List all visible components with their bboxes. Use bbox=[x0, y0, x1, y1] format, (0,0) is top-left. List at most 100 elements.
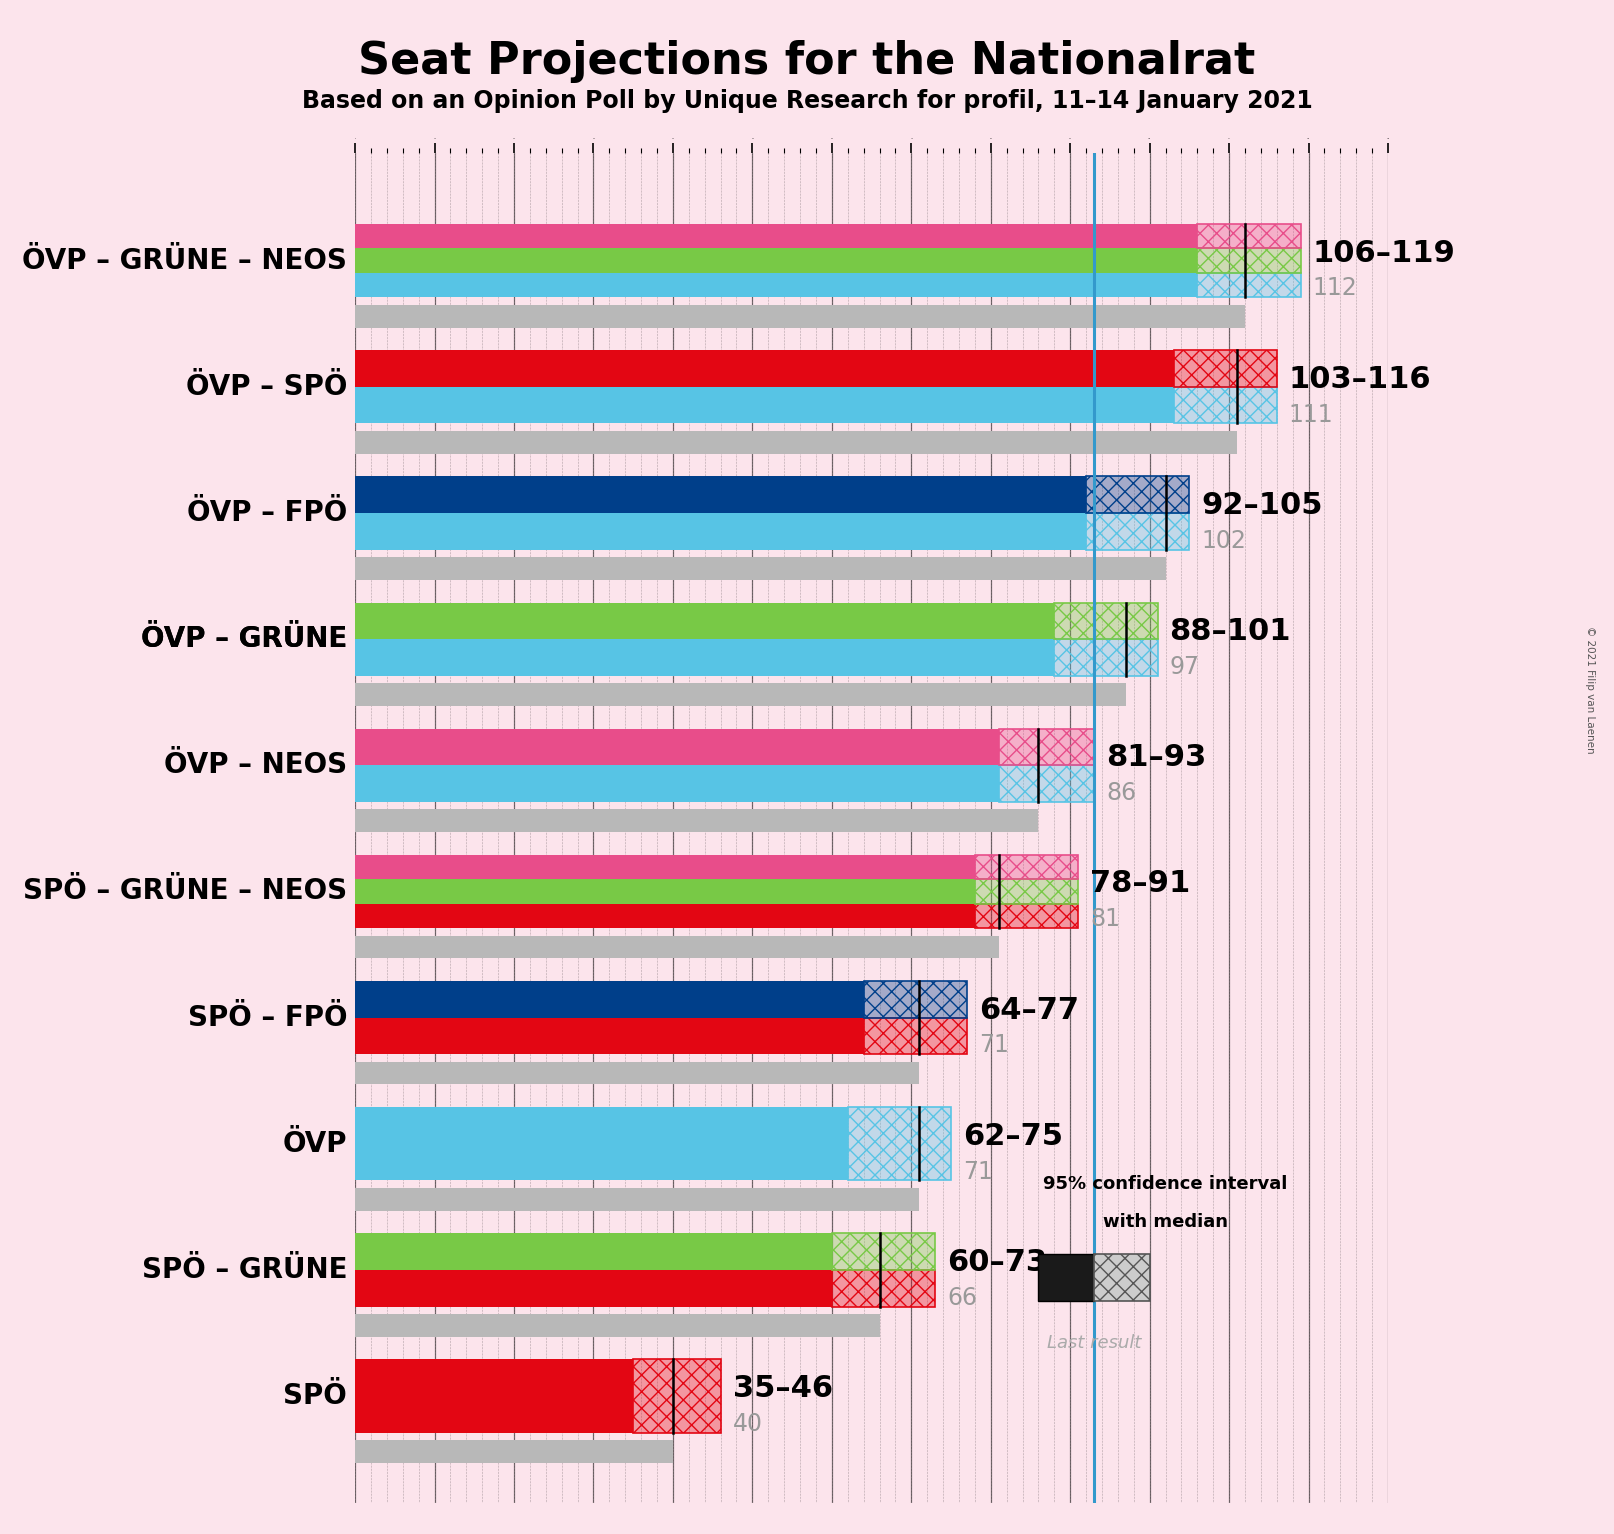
Bar bbox=[633, 1359, 720, 1433]
Text: 40: 40 bbox=[733, 1411, 762, 1436]
Bar bbox=[355, 936, 999, 959]
Bar bbox=[355, 305, 1244, 327]
Text: ÖVP – FPÖ: ÖVP – FPÖ bbox=[187, 499, 347, 528]
Bar bbox=[1198, 273, 1301, 298]
Bar bbox=[999, 765, 1094, 802]
Text: SPÖ – GRÜNE: SPÖ – GRÜNE bbox=[142, 1256, 347, 1284]
Bar bbox=[831, 1270, 935, 1307]
Text: SPÖ – FPÖ: SPÖ – FPÖ bbox=[187, 1003, 347, 1031]
Bar bbox=[1173, 350, 1277, 387]
Text: 111: 111 bbox=[1288, 402, 1333, 426]
Bar bbox=[1086, 512, 1190, 549]
Bar bbox=[355, 683, 1127, 706]
Bar bbox=[1086, 477, 1190, 512]
Bar bbox=[1198, 249, 1301, 273]
Bar bbox=[1086, 477, 1190, 512]
Bar bbox=[355, 1440, 673, 1463]
Bar bbox=[831, 1233, 935, 1270]
Text: ÖVP – GRÜNE: ÖVP – GRÜNE bbox=[140, 626, 347, 653]
Bar bbox=[863, 982, 967, 1017]
Text: ÖVP – NEOS: ÖVP – NEOS bbox=[165, 752, 347, 779]
Bar bbox=[355, 273, 1198, 298]
Text: 81–93: 81–93 bbox=[1106, 742, 1206, 772]
Text: ÖVP – SPÖ: ÖVP – SPÖ bbox=[186, 373, 347, 400]
Text: 103–116: 103–116 bbox=[1288, 365, 1432, 394]
Text: 81: 81 bbox=[1089, 907, 1120, 931]
Bar bbox=[975, 854, 1078, 879]
Text: 112: 112 bbox=[1312, 276, 1357, 301]
Bar bbox=[863, 982, 967, 1017]
Text: 92–105: 92–105 bbox=[1201, 491, 1323, 520]
Bar bbox=[355, 982, 863, 1017]
Text: 71: 71 bbox=[964, 1160, 993, 1184]
Bar bbox=[1173, 387, 1277, 423]
Bar bbox=[1054, 640, 1157, 675]
Bar bbox=[1054, 603, 1157, 640]
Bar bbox=[975, 879, 1078, 904]
Bar bbox=[1054, 640, 1157, 675]
Bar bbox=[1094, 1253, 1149, 1301]
Text: Last result: Last result bbox=[1047, 1335, 1141, 1351]
Text: 102: 102 bbox=[1201, 529, 1246, 552]
Bar bbox=[831, 1233, 935, 1270]
Text: ÖVP – GRÜNE: ÖVP – GRÜNE bbox=[140, 626, 347, 653]
Bar bbox=[355, 810, 1038, 831]
Text: 86: 86 bbox=[1106, 781, 1136, 805]
Bar bbox=[847, 1108, 951, 1180]
Bar bbox=[355, 431, 1236, 454]
Bar bbox=[355, 603, 1054, 640]
Text: Seat Projections for the Nationalrat: Seat Projections for the Nationalrat bbox=[358, 40, 1256, 83]
Bar bbox=[975, 904, 1078, 928]
Bar bbox=[355, 1233, 831, 1270]
Text: © 2021 Filip van Laenen: © 2021 Filip van Laenen bbox=[1585, 626, 1595, 755]
Bar bbox=[355, 904, 975, 928]
Bar bbox=[355, 350, 1173, 387]
Bar bbox=[1198, 249, 1301, 273]
Text: 78–91: 78–91 bbox=[1089, 870, 1190, 899]
Text: ÖVP: ÖVP bbox=[282, 1129, 347, 1158]
Bar bbox=[355, 1359, 633, 1433]
Text: with median: with median bbox=[1102, 1213, 1228, 1230]
Bar bbox=[355, 224, 1198, 249]
Bar bbox=[355, 557, 1165, 580]
Bar bbox=[1086, 512, 1190, 549]
Text: 95% confidence interval: 95% confidence interval bbox=[1043, 1175, 1288, 1193]
Bar bbox=[1198, 273, 1301, 298]
Bar bbox=[1038, 1253, 1094, 1301]
Bar bbox=[355, 1187, 920, 1210]
Bar bbox=[999, 765, 1094, 802]
Text: 64–77: 64–77 bbox=[978, 996, 1078, 1025]
Bar bbox=[355, 1270, 831, 1307]
Bar bbox=[355, 512, 1086, 549]
Bar bbox=[355, 387, 1173, 423]
Text: 88–101: 88–101 bbox=[1170, 617, 1291, 646]
Bar bbox=[1173, 387, 1277, 423]
Text: 60–73: 60–73 bbox=[947, 1247, 1047, 1276]
Bar bbox=[975, 904, 1078, 928]
Text: 62–75: 62–75 bbox=[964, 1121, 1064, 1150]
Bar bbox=[975, 879, 1078, 904]
Bar bbox=[975, 854, 1078, 879]
Bar bbox=[863, 1017, 967, 1054]
Bar bbox=[355, 477, 1086, 512]
Bar bbox=[1198, 224, 1301, 249]
Text: 97: 97 bbox=[1170, 655, 1199, 680]
Bar bbox=[633, 1359, 720, 1433]
Text: 71: 71 bbox=[978, 1034, 1009, 1057]
Bar bbox=[1173, 350, 1277, 387]
Bar bbox=[355, 1017, 863, 1054]
Bar bbox=[355, 765, 999, 802]
Bar bbox=[1054, 603, 1157, 640]
Bar bbox=[355, 1108, 847, 1180]
Bar bbox=[355, 1062, 920, 1085]
Bar bbox=[999, 729, 1094, 765]
Bar bbox=[847, 1108, 951, 1180]
Text: ÖVP – GRÜNE – NEOS: ÖVP – GRÜNE – NEOS bbox=[23, 247, 347, 275]
Text: 66: 66 bbox=[947, 1285, 976, 1310]
Bar bbox=[355, 854, 975, 879]
Text: SPÖ: SPÖ bbox=[284, 1382, 347, 1410]
Text: Based on an Opinion Poll by Unique Research for profil, 11–14 January 2021: Based on an Opinion Poll by Unique Resea… bbox=[302, 89, 1312, 114]
Bar bbox=[1198, 224, 1301, 249]
Bar bbox=[831, 1270, 935, 1307]
Bar bbox=[355, 249, 1198, 273]
